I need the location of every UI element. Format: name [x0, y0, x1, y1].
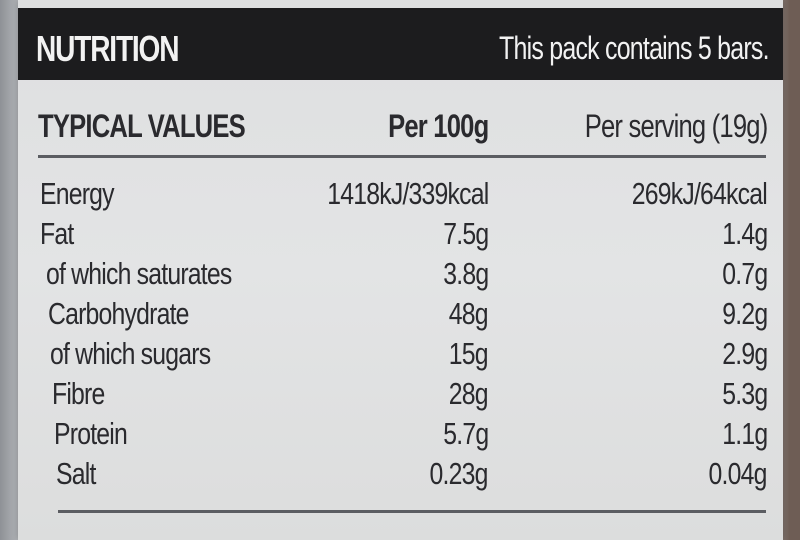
row-label: of which saturates: [46, 256, 232, 291]
typical-values-header: TYPICAL VALUES: [38, 108, 246, 144]
row-per-serving: 0.7g: [721, 256, 768, 291]
table-row: Energy 1418kJ/339kcal 269kJ/64kcal: [18, 172, 783, 212]
row-label: Energy: [40, 176, 115, 211]
nutrition-header: NUTRITION This pack contains 5 bars.: [18, 8, 783, 80]
nutrition-title: NUTRITION: [36, 28, 180, 69]
header-divider: [38, 155, 766, 158]
row-per-serving: 269kJ/64kcal: [631, 176, 768, 211]
row-per100: 5.7g: [442, 416, 489, 451]
row-per100: 0.23g: [429, 456, 489, 491]
table-row: Salt 0.23g 0.04g: [18, 452, 783, 492]
row-label: Salt: [56, 456, 96, 491]
row-per100: 15g: [449, 336, 489, 371]
table-row: Protein 5.7g 1.1g: [18, 412, 783, 452]
row-per100: 1418kJ/339kcal: [326, 176, 489, 211]
row-per100: 48g: [449, 296, 489, 331]
footer-divider: [58, 510, 766, 513]
row-per-serving: 0.04g: [708, 456, 768, 491]
row-per100: 3.8g: [442, 256, 489, 291]
row-label: Carbohydrate: [48, 296, 189, 331]
row-per-serving: 5.3g: [721, 376, 768, 411]
table-row: of which saturates 3.8g 0.7g: [18, 252, 783, 292]
pack-info: This pack contains 5 bars.: [499, 30, 769, 66]
row-per-serving: 1.1g: [721, 416, 768, 451]
row-per100: 28g: [449, 376, 489, 411]
row-label: Protein: [54, 416, 128, 451]
row-per100: 7.5g: [442, 216, 489, 251]
table-row: of which sugars 15g 2.9g: [18, 332, 783, 372]
column-header-row: TYPICAL VALUES Per 100g Per serving (19g…: [18, 100, 783, 150]
row-per-serving: 9.2g: [721, 296, 768, 331]
per-serving-header: Per serving (19g): [584, 108, 768, 144]
row-per-serving: 1.4g: [721, 216, 768, 251]
table-row: Fat 7.5g 1.4g: [18, 212, 783, 252]
row-label: of which sugars: [50, 336, 211, 371]
row-label: Fat: [40, 216, 74, 251]
per-100g-header: Per 100g: [387, 108, 489, 144]
row-label: Fibre: [52, 376, 105, 411]
nutrition-label: NUTRITION This pack contains 5 bars. TYP…: [18, 0, 783, 540]
table-row: Carbohydrate 48g 9.2g: [18, 292, 783, 332]
table-row: Fibre 28g 5.3g: [18, 372, 783, 412]
row-per-serving: 2.9g: [721, 336, 768, 371]
